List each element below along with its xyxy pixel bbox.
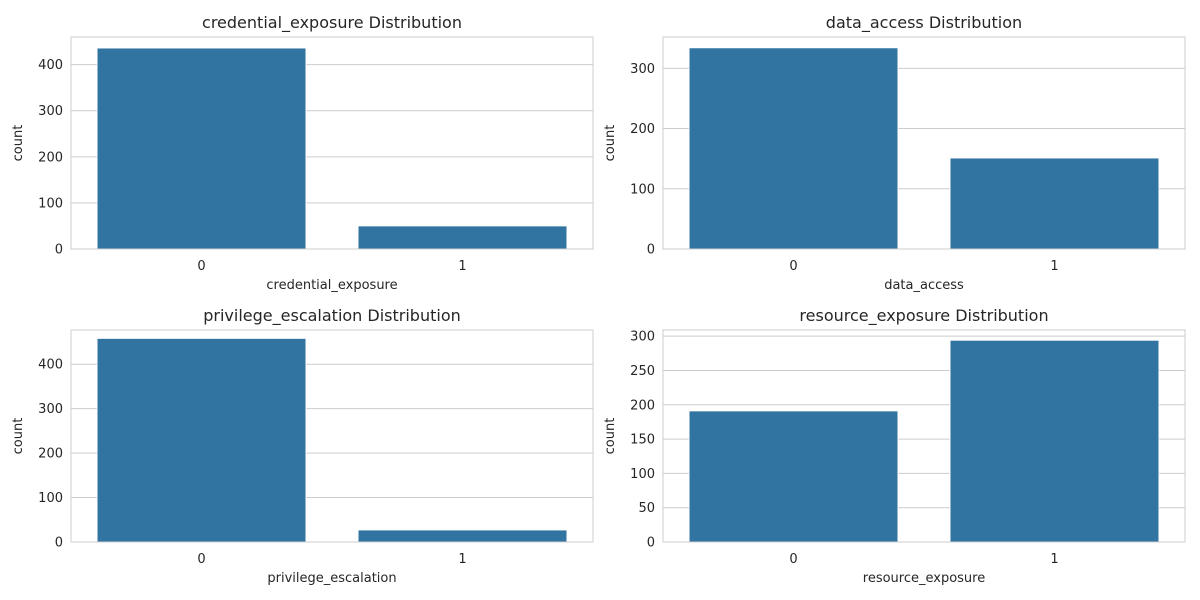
x-axis-label: data_access	[884, 278, 964, 293]
chart-title: privilege_escalation Distribution	[203, 306, 461, 326]
bar	[357, 529, 568, 543]
y-axis-label: count	[603, 125, 618, 162]
x-axis-label: privilege_escalation	[267, 571, 396, 586]
y-tick-label: 100	[630, 467, 655, 482]
bar	[357, 225, 568, 250]
x-tick-label: 1	[458, 259, 466, 274]
y-tick-label: 200	[630, 398, 655, 413]
y-tick-label: 100	[630, 182, 655, 197]
x-tick-label: 0	[197, 259, 205, 274]
y-tick-label: 400	[38, 358, 63, 373]
bar	[949, 157, 1160, 250]
plot-frame	[662, 329, 1186, 543]
y-tick-label: 300	[630, 62, 655, 77]
chart-panel: 0 100 200 300 0 1 data_access Distribution data…	[603, 13, 1186, 293]
bar	[96, 338, 307, 543]
x-tick-label: 0	[197, 552, 205, 567]
y-tick-label: 150	[630, 433, 655, 448]
y-tick-label: 0	[55, 536, 63, 551]
bar	[688, 47, 899, 250]
plot-frame	[70, 36, 594, 250]
y-axis-label: count	[11, 418, 26, 455]
bar	[96, 47, 307, 250]
y-tick-label: 300	[38, 402, 63, 417]
y-tick-label: 0	[647, 243, 655, 258]
x-tick-label: 1	[1050, 259, 1058, 274]
x-tick-label: 0	[789, 552, 797, 567]
chart-panel: 0 100 200 300 400 0 1 credential_exposure Distr…	[11, 13, 594, 293]
chart-title: resource_exposure Distribution	[799, 306, 1048, 326]
chart-title: credential_exposure Distribution	[202, 13, 462, 33]
y-tick-label: 400	[38, 58, 63, 73]
x-axis-label: resource_exposure	[863, 571, 985, 586]
y-tick-label: 100	[38, 491, 63, 506]
bar	[949, 339, 1160, 543]
y-tick-label: 250	[630, 364, 655, 379]
x-tick-label: 1	[1050, 552, 1058, 567]
y-tick-label: 200	[630, 122, 655, 137]
x-axis-label: credential_exposure	[266, 278, 397, 293]
y-axis-label: count	[11, 125, 26, 162]
y-tick-label: 0	[647, 536, 655, 551]
y-tick-label: 0	[55, 243, 63, 258]
y-tick-label: 200	[38, 447, 63, 462]
x-tick-label: 1	[458, 552, 466, 567]
chart-title: data_access Distribution	[826, 13, 1022, 33]
chart-panel: 0 100 200 300 400 0 1 privilege_escalation Dist…	[11, 306, 594, 586]
bar	[688, 410, 899, 543]
plot-frame	[662, 36, 1186, 250]
chart-panel: 0 50 100 150 200 250 300 0 1 resource_exposure Di…	[603, 306, 1186, 586]
y-tick-label: 200	[38, 150, 63, 165]
y-axis-label: count	[603, 418, 618, 455]
y-tick-label: 300	[630, 330, 655, 345]
x-tick-label: 0	[789, 259, 797, 274]
y-tick-label: 50	[638, 501, 655, 516]
y-tick-label: 300	[38, 104, 63, 119]
plot-frame	[70, 329, 594, 543]
y-tick-label: 100	[38, 196, 63, 211]
